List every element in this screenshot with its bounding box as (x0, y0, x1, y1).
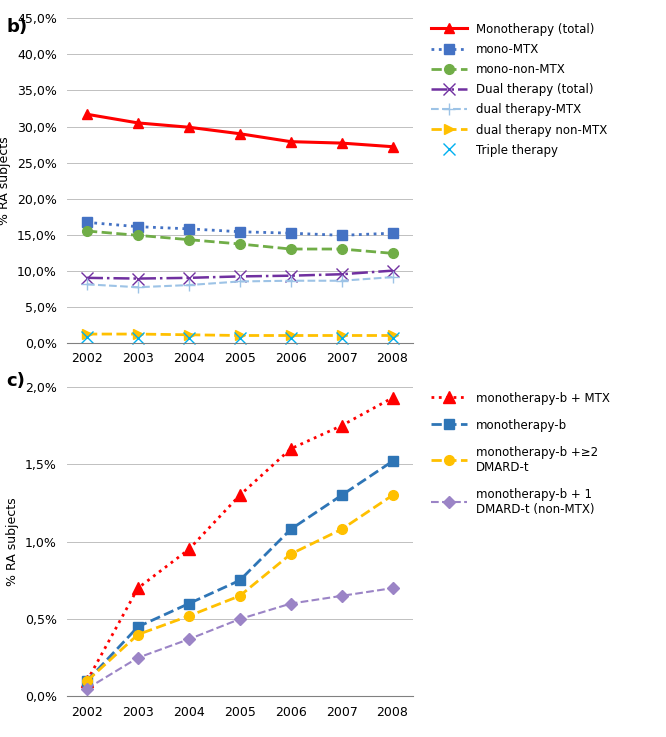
mono-non-MTX (338, 245, 346, 254)
dual therapy-MTX (185, 281, 193, 290)
dual therapy non-MTX (134, 329, 142, 338)
Triple therapy (388, 334, 396, 343)
Legend: monotherapy-b + MTX, monotherapy-b, monotherapy-b +≥2
DMARD-t, monotherapy-b + 1: monotherapy-b + MTX, monotherapy-b, mono… (427, 387, 615, 521)
monotherapy-b + 1
DMARD-t (non-MTX) (388, 584, 396, 593)
Triple therapy (134, 333, 142, 342)
Dual therapy (total) (83, 273, 91, 282)
Text: b): b) (7, 18, 28, 36)
monotherapy-b +≥2
DMARD-t (236, 591, 244, 600)
monotherapy-b + MTX (185, 545, 193, 554)
monotherapy-b + 1
DMARD-t (non-MTX) (185, 635, 193, 643)
mono-MTX (185, 225, 193, 234)
mono-MTX (83, 218, 91, 227)
mono-MTX (236, 227, 244, 236)
monotherapy-b +≥2
DMARD-t (286, 550, 294, 559)
monotherapy-b (286, 525, 294, 534)
Monotherapy (total) (134, 119, 142, 128)
monotherapy-b + 1
DMARD-t (non-MTX) (286, 599, 294, 608)
Line: monotherapy-b + MTX: monotherapy-b + MTX (81, 392, 398, 687)
dual therapy-MTX (338, 276, 346, 285)
dual therapy-MTX (388, 273, 396, 282)
Dual therapy (total) (286, 271, 294, 280)
mono-non-MTX (286, 245, 294, 254)
Monotherapy (total) (388, 142, 396, 151)
monotherapy-b + MTX (236, 491, 244, 500)
Line: dual therapy non-MTX: dual therapy non-MTX (82, 329, 398, 340)
Line: monotherapy-b + 1
DMARD-t (non-MTX): monotherapy-b + 1 DMARD-t (non-MTX) (83, 584, 397, 693)
mono-non-MTX (236, 240, 244, 248)
monotherapy-b +≥2
DMARD-t (185, 612, 193, 621)
monotherapy-b + MTX (134, 584, 142, 593)
Dual therapy (total) (338, 270, 346, 279)
Triple therapy (286, 334, 294, 343)
Line: Triple therapy: Triple therapy (81, 331, 399, 345)
monotherapy-b (388, 457, 396, 466)
Triple therapy (236, 334, 244, 343)
Y-axis label: % RA subjects: % RA subjects (6, 497, 19, 586)
mono-MTX (286, 228, 294, 237)
Line: monotherapy-b +≥2
DMARD-t: monotherapy-b +≥2 DMARD-t (82, 490, 398, 686)
monotherapy-b +≥2
DMARD-t (134, 630, 142, 639)
Line: dual therapy-MTX: dual therapy-MTX (81, 271, 399, 293)
monotherapy-b + MTX (286, 444, 294, 453)
mono-non-MTX (83, 226, 91, 235)
monotherapy-b + MTX (338, 422, 346, 430)
Dual therapy (total) (134, 274, 142, 283)
dual therapy non-MTX (286, 331, 294, 340)
Text: c): c) (7, 372, 25, 390)
dual therapy-MTX (236, 277, 244, 286)
dual therapy non-MTX (236, 331, 244, 340)
monotherapy-b + 1
DMARD-t (non-MTX) (338, 591, 346, 600)
dual therapy-MTX (83, 280, 91, 289)
Monotherapy (total) (83, 110, 91, 119)
Line: mono-non-MTX: mono-non-MTX (82, 226, 398, 258)
monotherapy-b +≥2
DMARD-t (83, 677, 91, 685)
dual therapy non-MTX (83, 329, 91, 338)
Y-axis label: % RA subjects: % RA subjects (0, 136, 11, 225)
monotherapy-b (236, 576, 244, 585)
dual therapy-MTX (286, 276, 294, 285)
dual therapy-MTX (134, 283, 142, 292)
dual therapy non-MTX (388, 331, 396, 340)
monotherapy-b (185, 599, 193, 608)
monotherapy-b (83, 677, 91, 685)
Line: Monotherapy (total): Monotherapy (total) (82, 109, 398, 152)
monotherapy-b +≥2
DMARD-t (338, 525, 346, 534)
Triple therapy (83, 332, 91, 341)
mono-non-MTX (185, 235, 193, 244)
monotherapy-b (338, 491, 346, 500)
dual therapy non-MTX (338, 331, 346, 340)
monotherapy-b + MTX (83, 677, 91, 685)
monotherapy-b +≥2
DMARD-t (388, 491, 396, 500)
monotherapy-b (134, 622, 142, 631)
mono-non-MTX (388, 249, 396, 258)
monotherapy-b + 1
DMARD-t (non-MTX) (134, 654, 142, 663)
Legend: Monotherapy (total), mono-MTX, mono-non-MTX, Dual therapy (total), dual therapy-: Monotherapy (total), mono-MTX, mono-non-… (427, 18, 612, 161)
Line: mono-MTX: mono-MTX (82, 217, 398, 240)
Monotherapy (total) (338, 139, 346, 147)
Line: monotherapy-b: monotherapy-b (82, 456, 398, 686)
dual therapy non-MTX (185, 330, 193, 339)
Dual therapy (total) (388, 266, 396, 275)
mono-MTX (134, 223, 142, 231)
Triple therapy (338, 334, 346, 343)
Monotherapy (total) (185, 123, 193, 132)
monotherapy-b + MTX (388, 394, 396, 402)
Monotherapy (total) (236, 129, 244, 138)
Dual therapy (total) (236, 272, 244, 281)
mono-non-MTX (134, 231, 142, 240)
Dual therapy (total) (185, 273, 193, 282)
Monotherapy (total) (286, 137, 294, 146)
Line: Dual therapy (total): Dual therapy (total) (81, 265, 398, 284)
monotherapy-b + 1
DMARD-t (non-MTX) (236, 615, 244, 624)
Triple therapy (185, 333, 193, 342)
mono-MTX (338, 231, 346, 240)
mono-MTX (388, 228, 396, 237)
monotherapy-b + 1
DMARD-t (non-MTX) (83, 684, 91, 693)
